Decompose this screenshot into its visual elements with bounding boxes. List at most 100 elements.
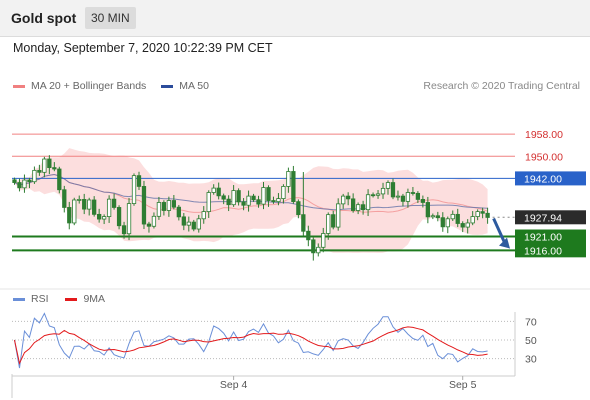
candle-body [166, 200, 172, 211]
candle-body [201, 211, 206, 220]
candle-body [136, 175, 142, 187]
level-label-current: 1927.94 [524, 212, 562, 224]
candle-body [346, 195, 351, 200]
candle-body [435, 215, 440, 219]
level-label-resistance: 1950.00 [525, 151, 563, 163]
candle-body [27, 179, 32, 183]
candle-body [131, 175, 137, 204]
legend-ma20-label: MA 20 + Bollinger Bands [31, 80, 147, 92]
candle-body [62, 189, 67, 208]
candle-body [236, 190, 241, 203]
candle-body [141, 186, 147, 225]
candle-body [37, 169, 42, 173]
level-label-box-support [515, 229, 586, 244]
candle-body [121, 225, 127, 235]
research-credit: Research © 2020 Trading Central [423, 80, 580, 92]
candle-body [341, 195, 346, 205]
candle-body [111, 198, 117, 208]
rsi-ma9-line [14, 326, 488, 365]
candle-body [12, 179, 17, 183]
rsi-tick-label: 30 [525, 354, 537, 366]
candle-body [106, 198, 112, 217]
level-label-support: 1916.00 [524, 245, 562, 257]
candle-body [321, 233, 326, 248]
candle-body [186, 221, 191, 226]
candle-body [146, 223, 152, 227]
candle-body [256, 199, 261, 205]
candle-body [331, 214, 336, 228]
candle-body [355, 204, 361, 211]
candle-body [306, 230, 311, 241]
candle-body [410, 192, 416, 194]
candle-body [226, 198, 231, 206]
candle-body [400, 195, 406, 202]
candle-body [301, 214, 306, 232]
rsi-line [14, 312, 488, 369]
timeframe-button[interactable]: 30 MIN [85, 7, 136, 29]
candle-body [52, 167, 57, 170]
level-label-box-pivot [515, 171, 586, 186]
ma50-swatch [161, 84, 174, 88]
candle-body [415, 192, 421, 200]
candle-body [360, 204, 366, 211]
candle-body [241, 201, 246, 206]
candle-body [211, 187, 216, 193]
rsi-legend: RSI 9MA [13, 293, 119, 305]
legend-rsi: RSI [13, 293, 49, 305]
candle-body [430, 215, 435, 218]
candle-body [276, 198, 281, 203]
level-label-box-support [515, 243, 586, 258]
level-label-box-current [515, 210, 586, 225]
candle-body [296, 201, 301, 216]
candle-body [246, 195, 251, 206]
price-legend: MA 20 + Bollinger Bands MA 50 [13, 80, 221, 92]
candle-body [171, 200, 176, 208]
candle-body [72, 199, 77, 224]
candle-body [67, 207, 72, 224]
time-tick-label: Sep 5 [449, 379, 477, 391]
candle-body [196, 218, 201, 230]
candle-body [271, 200, 276, 203]
candle-body [420, 199, 426, 203]
candle-body [126, 203, 132, 235]
candle-body [77, 199, 82, 201]
candle-body [22, 179, 27, 189]
candle-body [251, 195, 256, 201]
legend-ma20: MA 20 + Bollinger Bands [13, 80, 146, 92]
candle-body [87, 199, 92, 210]
candle-body [380, 187, 386, 195]
candle-body [485, 212, 490, 218]
candle-body [286, 171, 291, 187]
ma9-swatch [65, 297, 78, 301]
candle-body [370, 194, 376, 197]
candle-body [385, 182, 391, 189]
candle-body [336, 203, 341, 228]
candle-body [266, 187, 271, 201]
candle-body [191, 221, 196, 230]
candle-body [470, 216, 475, 224]
candle-body [32, 169, 37, 183]
candle-body [92, 199, 97, 215]
candle-body [351, 198, 356, 211]
time-tick-label: Sep 4 [220, 379, 248, 391]
candle-body [460, 223, 465, 228]
rsi-tick-label: 50 [525, 335, 537, 347]
candle-body [326, 214, 331, 234]
candle-body [375, 193, 381, 196]
candle-body [445, 218, 450, 228]
candle-body [101, 216, 107, 220]
level-label-pivot: 1942.00 [524, 173, 562, 185]
candle-body [281, 186, 286, 199]
candle-body [42, 158, 47, 173]
candle-body [261, 187, 266, 205]
legend-ma50: MA 50 [161, 80, 209, 92]
candle-body [82, 199, 87, 210]
candle-body [151, 215, 157, 227]
legend-rsi-label: RSI [31, 293, 49, 305]
candle-body [116, 207, 122, 227]
candle-body [440, 217, 445, 228]
legend-ma50-label: MA 50 [179, 80, 209, 92]
legend-9ma: 9MA [65, 293, 105, 305]
legend-9ma-label: 9MA [83, 293, 106, 305]
